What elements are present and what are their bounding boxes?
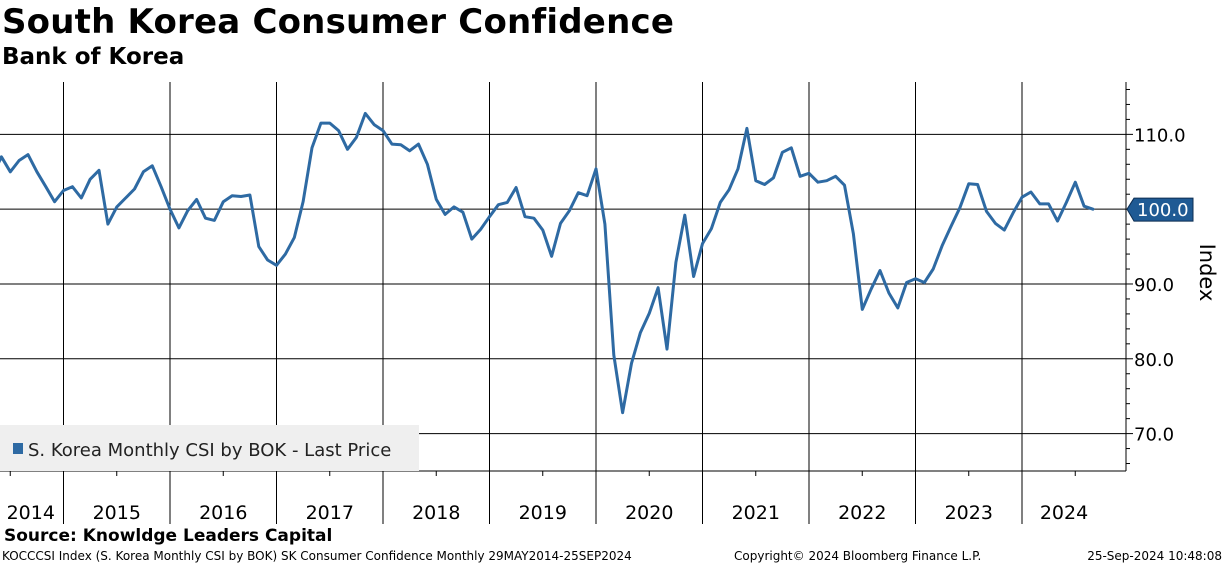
legend-box xyxy=(0,425,419,471)
legend-label: S. Korea Monthly CSI by BOK - Last Price xyxy=(28,440,391,461)
x-tick-label-2015: 2015 xyxy=(93,502,141,524)
chart-title: South Korea Consumer Confidence xyxy=(2,2,675,42)
y-tick-label-70: 70.0 xyxy=(1134,425,1174,446)
footer-timestamp: 25-Sep-2024 10:48:08 xyxy=(1087,549,1222,563)
x-tick-label-2014: 2014 xyxy=(7,502,55,524)
x-tick-label-2016: 2016 xyxy=(199,502,247,524)
chart-subtitle: Bank of Korea xyxy=(2,44,185,70)
x-tick-label-2024: 2024 xyxy=(1040,502,1088,524)
legend-swatch xyxy=(13,443,23,454)
x-tick-label-2019: 2019 xyxy=(519,502,567,524)
x-tick-label-2017: 2017 xyxy=(306,502,354,524)
last-price-label: 100.0 xyxy=(1137,200,1189,221)
x-tick-label-2021: 2021 xyxy=(732,502,780,524)
footer-copyright: Copyright© 2024 Bloomberg Finance L.P. xyxy=(734,549,982,563)
y-tick-label-80: 80.0 xyxy=(1134,350,1174,371)
last-price-tag xyxy=(1126,197,1194,222)
y-tick-label-110: 110.0 xyxy=(1134,125,1186,146)
x-tick-label-2023: 2023 xyxy=(945,502,993,524)
x-tick-label-2018: 2018 xyxy=(412,502,460,524)
series-line-csi xyxy=(0,111,1095,415)
x-tick-label-2022: 2022 xyxy=(838,502,886,524)
y-tick-label-90: 90.0 xyxy=(1134,275,1174,296)
footer-series-info: KOCCCSI Index (S. Korea Monthly CSI by B… xyxy=(2,549,632,563)
x-tick-label-2020: 2020 xyxy=(625,502,673,524)
source-note: Source: Knowldge Leaders Capital xyxy=(4,526,333,546)
y-axis-title: Index xyxy=(1195,244,1219,302)
